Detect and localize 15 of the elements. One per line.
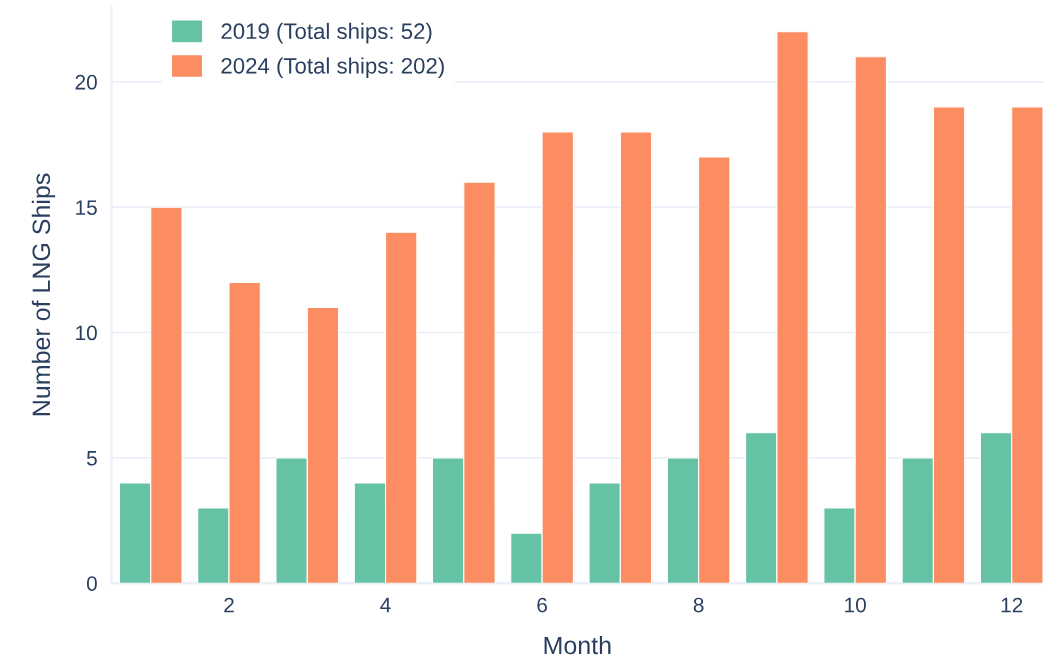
x-tick-label: 8 [693, 597, 704, 613]
legend-label: 2019 (Total ships: 52) [221, 22, 432, 44]
y-tick-label: 15 [76, 200, 97, 215]
x-tick-label: 6 [537, 597, 547, 613]
x-tick-label: 2 [224, 597, 234, 613]
x-axis-title: Month [544, 635, 611, 655]
y-tick-label: 0 [86, 576, 97, 591]
y-axis-title: Number of LNG Ships [31, 173, 56, 416]
x-tick-label: 12 [1001, 597, 1023, 613]
x-tick-label: 4 [380, 597, 391, 613]
legend-label: 2024 (Total ships: 202) [221, 57, 444, 79]
y-tick-label: 20 [75, 74, 97, 90]
y-tick-label: 5 [86, 451, 97, 466]
x-tick-label: 10 [845, 597, 866, 613]
y-tick-label: 10 [76, 325, 97, 341]
